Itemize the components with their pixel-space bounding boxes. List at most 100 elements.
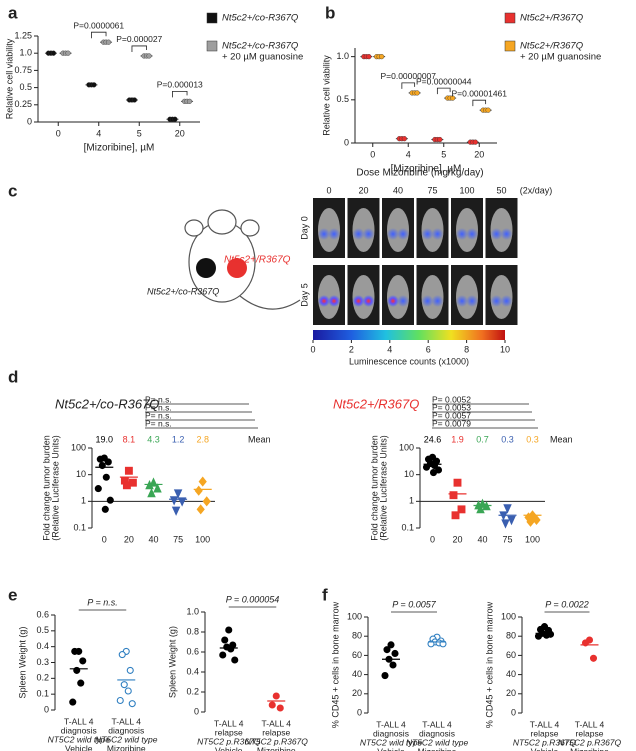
mean-label: 0.3 — [526, 434, 539, 444]
mean-label: 1.9 — [451, 434, 464, 444]
data-point — [79, 657, 87, 665]
x-tick-label: 75 — [502, 534, 512, 544]
data-point — [172, 116, 178, 122]
x-tick-label: Vehicle — [377, 746, 405, 751]
signal — [431, 228, 444, 240]
data-point — [451, 511, 460, 520]
data-point — [198, 476, 207, 487]
data-point — [91, 82, 97, 88]
significance-bracket — [436, 87, 451, 95]
y-tick-label: 1.0 — [186, 606, 199, 616]
significance-bracket — [91, 31, 107, 39]
p-value: P= n.s. — [145, 410, 172, 420]
y-tick-label: 0.25 — [14, 99, 32, 109]
panel-letter: c — [8, 181, 17, 200]
x-tick-label: T-ALL 4 — [376, 719, 406, 729]
data-point — [173, 489, 183, 499]
data-point — [366, 54, 372, 60]
row-label: Day 0 — [299, 216, 309, 240]
y-tick-label: 0.2 — [186, 686, 199, 696]
y-axis-label: Spleen Weight (g) — [167, 626, 177, 698]
mean-label: 2.8 — [196, 434, 209, 444]
x-tick-label: NT5C2 p.R367Q — [245, 736, 309, 746]
mouse-body — [352, 275, 375, 319]
legend-label: Nt5c2+/R367Q — [520, 13, 584, 24]
y-axis-label: Fold change tumor burden — [369, 435, 379, 541]
dose-label: 50 — [496, 185, 506, 195]
data-point — [50, 50, 57, 56]
signal — [500, 295, 513, 307]
data-point — [126, 666, 134, 674]
x-tick-label: Vehicle — [65, 743, 93, 751]
y-tick-label: 60 — [506, 650, 516, 660]
data-point — [437, 136, 443, 143]
mouse-body — [421, 275, 444, 319]
legend-label: Nt5c2+/R367Q — [520, 41, 584, 52]
x-tick-label: 4 — [96, 128, 101, 138]
y-axis-label: Relative cell viability — [321, 55, 331, 136]
x-tick-label: NT5C2 wild type — [360, 737, 423, 747]
data-point — [146, 53, 152, 59]
legend-label: Nt5c2+/co-R367Q — [222, 41, 299, 52]
mean-label: 0.3 — [501, 434, 514, 444]
signal — [397, 295, 409, 307]
chart-title: Nt5c2+/co-R367Q — [55, 396, 159, 411]
panel-letter: e — [8, 585, 17, 604]
y-tick-label: 0.1 — [36, 689, 49, 699]
data-point — [268, 701, 276, 709]
signal — [362, 295, 375, 307]
data-point — [219, 651, 227, 659]
signal — [328, 228, 340, 240]
data-point — [118, 651, 126, 659]
row-label: Day 5 — [299, 283, 309, 307]
y-tick-label: 0 — [27, 116, 32, 126]
data-point — [507, 516, 516, 526]
significance-bracket — [131, 45, 147, 52]
x-axis-label: [Mizoribine], µM — [391, 164, 462, 175]
signal — [490, 228, 503, 240]
data-point — [453, 478, 462, 487]
p-value: P = 0.000054 — [226, 594, 279, 604]
data-point — [101, 505, 109, 513]
y-tick-label: 0.5 — [19, 82, 32, 92]
x-tick-label: T-ALL 4 — [530, 719, 560, 729]
panel-letter: a — [8, 3, 18, 22]
x-tick-label: T-ALL 4 — [262, 718, 292, 728]
x-tick-label: diagnosis — [108, 725, 144, 735]
legend-swatch — [504, 40, 516, 52]
y-tick-label: 0 — [357, 707, 362, 717]
data-point — [71, 647, 79, 655]
signal — [328, 295, 340, 307]
y-axis-label: Spleen Weight (g) — [17, 627, 27, 699]
data-point — [171, 506, 181, 516]
x-tick-label: 0 — [102, 534, 107, 544]
y-tick-label: 10 — [76, 469, 86, 479]
mouse-body — [456, 275, 478, 319]
p-value: P= n.s. — [145, 394, 172, 404]
data-point — [116, 696, 124, 705]
data-point — [124, 466, 133, 475]
x-tick-label: 40 — [477, 534, 487, 544]
significance-bracket — [172, 90, 188, 98]
x-tick-label: 20 — [175, 128, 185, 138]
panel-letter: b — [325, 3, 335, 22]
data-point — [546, 630, 555, 638]
data-point — [379, 54, 385, 60]
p-value: P=0.0000061 — [73, 20, 124, 30]
data-point — [94, 485, 102, 493]
x-tick-label: diagnosis — [61, 725, 97, 735]
y-tick-label: 0.1 — [401, 522, 414, 532]
data-point — [472, 139, 478, 145]
mouse-body — [318, 208, 340, 252]
x-tick-label: Mizoribine — [570, 746, 609, 751]
data-point — [589, 654, 598, 662]
x-tick-label: relapse — [215, 727, 243, 737]
data-point — [104, 458, 112, 466]
x-tick-label: NT5C2 wild type — [95, 734, 158, 744]
y-tick-label: 0.2 — [36, 673, 49, 683]
signal — [387, 295, 399, 307]
y-tick-label: 0 — [194, 706, 199, 716]
data-point — [221, 636, 229, 644]
panel-letter: d — [8, 367, 18, 386]
y-tick-label: 40 — [352, 669, 362, 679]
